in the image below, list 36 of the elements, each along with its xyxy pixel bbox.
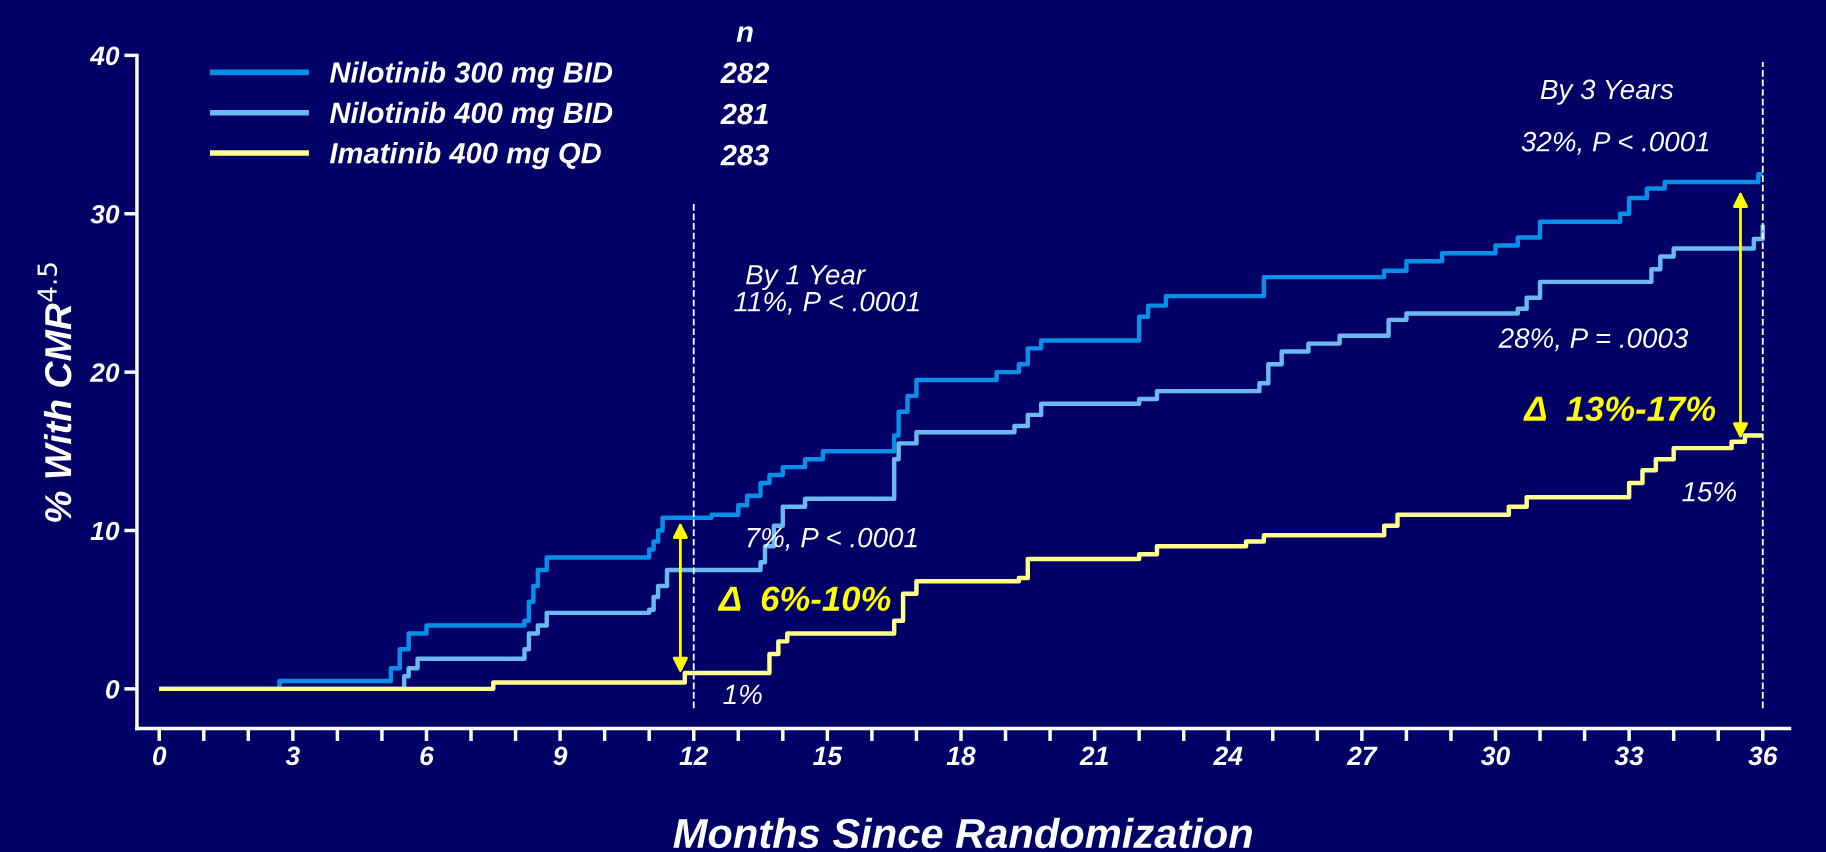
y-axis-title: % With CMR$^{4.5}$	[37, 263, 72, 522]
annotation: Δ 13%-17%	[1523, 396, 1716, 422]
legend-label: Nilotinib 300 mg BID	[329, 61, 613, 89]
x-tick-label: 15	[813, 746, 843, 766]
annotation: 282	[720, 62, 770, 84]
x-tick-label: 24	[1213, 746, 1243, 765]
annotation: 28%, P = .0003	[1498, 328, 1689, 352]
x-tick-label: 33	[1614, 746, 1644, 766]
x-tick-label: 27	[1346, 746, 1378, 765]
annotation: 1%	[723, 684, 762, 705]
annotation: 11%, P < .0001	[734, 291, 919, 315]
x-tick-label: 6	[420, 746, 434, 766]
x-tick-label: 0	[152, 746, 167, 766]
annotation: 281	[720, 103, 768, 125]
annotation: Δ 6%-10%	[717, 586, 891, 612]
y-tick-label: 30	[90, 204, 120, 224]
annotation: 32%, P < .0001	[1521, 131, 1709, 155]
x-tick-label: 12	[679, 746, 709, 765]
x-tick-label: 18	[946, 746, 976, 766]
x-tick-label: 21	[1079, 746, 1108, 765]
x-tick-label: 30	[1481, 746, 1510, 766]
annotation: By 3 Years	[1540, 79, 1674, 105]
annotation: 15%	[1682, 481, 1736, 502]
y-tick-label: 40	[89, 46, 120, 66]
legend-label: Imatinib 400 mg QD	[329, 142, 601, 170]
x-axis-title: Months Since Randomization	[673, 817, 1252, 849]
x-tick-label: 3	[285, 746, 300, 766]
x-tick-label: 36	[1748, 746, 1778, 766]
y-tick-label: 20	[89, 363, 120, 382]
y-tick-label: 10	[90, 521, 120, 541]
x-tick-label: 9	[553, 746, 568, 766]
y-tick-label: 0	[106, 680, 120, 699]
annotation: 283	[720, 144, 770, 166]
text: n	[736, 26, 753, 42]
legend-label: Nilotinib 400 mg BID	[329, 101, 613, 129]
annotation: By 1 Year	[745, 265, 867, 291]
